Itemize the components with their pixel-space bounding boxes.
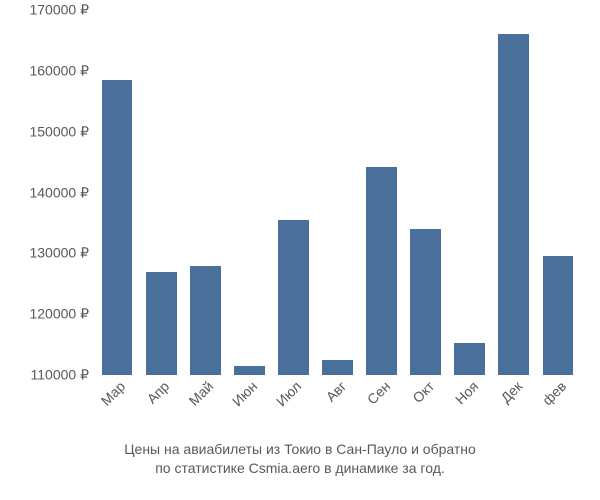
x-tick-label: Авг bbox=[315, 378, 359, 438]
bar-slot bbox=[271, 10, 315, 375]
bar bbox=[410, 229, 441, 375]
caption-line-2: по статистике Csmia.aero в динамике за г… bbox=[155, 460, 445, 476]
y-axis: 110000 ₽120000 ₽130000 ₽140000 ₽150000 ₽… bbox=[0, 10, 95, 375]
x-tick-label: Сен bbox=[360, 378, 404, 438]
bar bbox=[190, 266, 221, 376]
bar bbox=[366, 167, 397, 375]
bar bbox=[278, 220, 309, 375]
y-tick-label: 170000 ₽ bbox=[29, 2, 89, 19]
x-tick-label: Окт bbox=[404, 378, 448, 438]
bar-slot bbox=[95, 10, 139, 375]
x-tick-label: Апр bbox=[139, 378, 183, 438]
y-tick-label: 140000 ₽ bbox=[29, 184, 89, 201]
x-tick-label: фев bbox=[536, 378, 580, 438]
bar bbox=[146, 272, 177, 375]
bar-slot bbox=[536, 10, 580, 375]
bar-slot bbox=[183, 10, 227, 375]
y-tick-label: 130000 ₽ bbox=[29, 245, 89, 262]
bar-slot bbox=[404, 10, 448, 375]
bar-slot bbox=[227, 10, 271, 375]
x-tick-label: Дек bbox=[492, 378, 536, 438]
y-tick-label: 120000 ₽ bbox=[29, 306, 89, 323]
y-tick-label: 150000 ₽ bbox=[29, 123, 89, 140]
x-axis: МарАпрМайИюнИюлАвгСенОктНояДекфев bbox=[95, 378, 580, 438]
bar bbox=[543, 256, 574, 375]
bar bbox=[454, 343, 485, 375]
x-tick-label: Июл bbox=[271, 378, 315, 438]
chart-caption: Цены на авиабилеты из Токио в Сан-Пауло … bbox=[0, 440, 600, 478]
price-chart: 110000 ₽ 120000 ₽ 130000 ₽ 140000 ₽ 150000 ₽… bbox=[0, 0, 600, 500]
x-tick-label: Июн bbox=[227, 378, 271, 438]
bar bbox=[322, 360, 353, 375]
bars-container bbox=[95, 10, 580, 375]
bar-slot bbox=[315, 10, 359, 375]
y-tick-label: 110000 ₽ bbox=[31, 367, 89, 384]
x-tick-label: Мар bbox=[95, 378, 139, 438]
bar bbox=[234, 366, 265, 375]
x-tick-label: Ноя bbox=[448, 378, 492, 438]
bar-slot bbox=[492, 10, 536, 375]
bar-slot bbox=[139, 10, 183, 375]
y-tick-label: 160000 ₽ bbox=[29, 62, 89, 79]
bar bbox=[498, 34, 529, 375]
x-tick-label: Май bbox=[183, 378, 227, 438]
bar bbox=[102, 80, 133, 375]
caption-line-1: Цены на авиабилеты из Токио в Сан-Пауло … bbox=[124, 441, 476, 457]
bar-slot bbox=[360, 10, 404, 375]
plot-area bbox=[95, 10, 580, 375]
bar-slot bbox=[448, 10, 492, 375]
